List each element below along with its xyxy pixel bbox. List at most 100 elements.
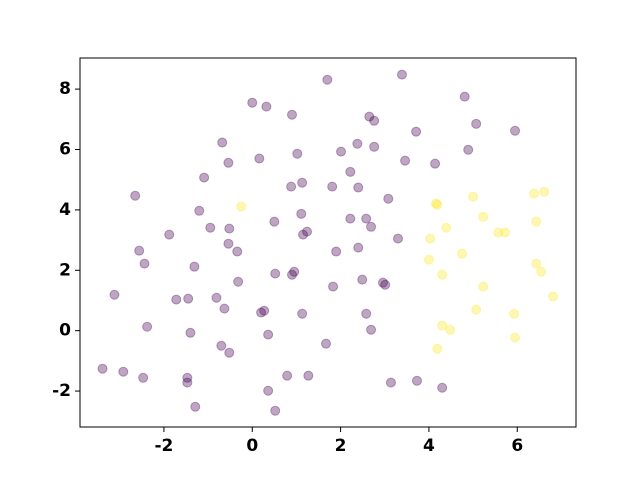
scatter-point [510,332,521,343]
scatter-point [478,281,489,292]
scatter-point [366,221,377,232]
scatter-point [510,125,521,136]
scatter-point [430,198,441,209]
scatter-point [437,269,448,280]
scatter-point [457,248,468,259]
scatter-point [468,191,479,202]
scatter-point [261,101,272,112]
scatter-point [183,293,194,304]
scatter-point [289,266,300,277]
scatter-point [303,370,314,381]
scatter-point [199,172,210,183]
scatter-point [353,242,364,253]
scatter-point [383,193,394,204]
scatter-point [471,304,482,315]
x-tick-label: 6 [511,436,523,456]
scatter-point [297,308,308,319]
scatter-point [463,144,474,155]
scatter-point [396,69,407,80]
scatter-point [189,261,200,272]
scatter-point [287,269,298,280]
scatter-point [536,266,547,277]
scatter-point [185,327,196,338]
x-tick-label: 0 [246,436,258,456]
scatter-point [190,401,201,412]
scatter-point [361,308,372,319]
scatter-point [322,74,333,85]
scatter-point [400,155,411,166]
scatter-point [331,246,342,257]
scatter-point [352,138,363,149]
x-tick-label: 4 [423,436,435,456]
x-tick-label: -2 [154,436,173,456]
scatter-point [286,181,297,192]
scatter-point [345,166,356,177]
scatter-point [182,372,193,383]
y-tick-label: 0 [59,321,71,341]
scatter-point [327,181,338,192]
scatter-point [164,229,175,240]
scatter-point [263,329,274,340]
scatter-point [223,157,234,168]
scatter-point [134,245,145,256]
scatter-point [328,281,339,292]
scatter-point [369,141,380,152]
scatter-point [217,137,228,148]
scatter-point [471,118,482,129]
scatter-point [377,277,388,288]
scatter-point [423,254,434,265]
scatter-point [297,177,308,188]
y-tick-label: 6 [59,139,71,159]
scatter-point [321,338,332,349]
scatter-point [493,227,504,238]
scatter-point [263,385,274,396]
scatter-point [364,111,375,122]
scatter-point [282,370,293,381]
scatter-point [445,324,456,335]
scatter-point [256,307,267,318]
y-tick-label: -2 [52,381,71,401]
scatter-point [393,233,404,244]
scatter-point [236,201,247,212]
scatter-point [499,227,510,238]
scatter-point [430,158,441,169]
scatter-point [224,347,235,358]
scatter-point [385,377,396,388]
scatter-point [478,211,489,222]
scatter-point [139,258,150,269]
scatter-point [345,213,356,224]
scatter-point [336,146,347,157]
scatter-point [216,340,227,351]
scatter-point [366,324,377,335]
y-tick-label: 4 [59,200,71,220]
scatter-point [531,258,542,269]
scatter-point [298,229,309,240]
scatter-point [270,268,281,279]
scatter-point [539,186,550,197]
scatter-point [437,320,448,331]
plot-frame [79,57,577,428]
scatter-point [194,205,205,216]
scatter-point [425,233,436,244]
scatter-point [232,246,243,257]
scatter-point [441,222,452,233]
scatter-point [247,97,258,108]
scatter-point [223,238,234,249]
scatter-point [437,382,448,393]
x-tick-label: 2 [335,436,347,456]
scatter-point [211,292,222,303]
scatter-point [357,274,368,285]
scatter-point [369,115,380,126]
scatter-point [302,226,313,237]
scatter-point [292,148,303,159]
scatter-point [380,279,391,290]
scatter-point [361,213,372,224]
scatter-point [529,188,540,199]
scatter-point [219,303,230,314]
y-tick-label: 2 [59,260,71,280]
scatter-point [138,372,149,383]
scatter-point [459,91,470,102]
scatter-point [109,289,120,300]
scatter-point [171,294,182,305]
